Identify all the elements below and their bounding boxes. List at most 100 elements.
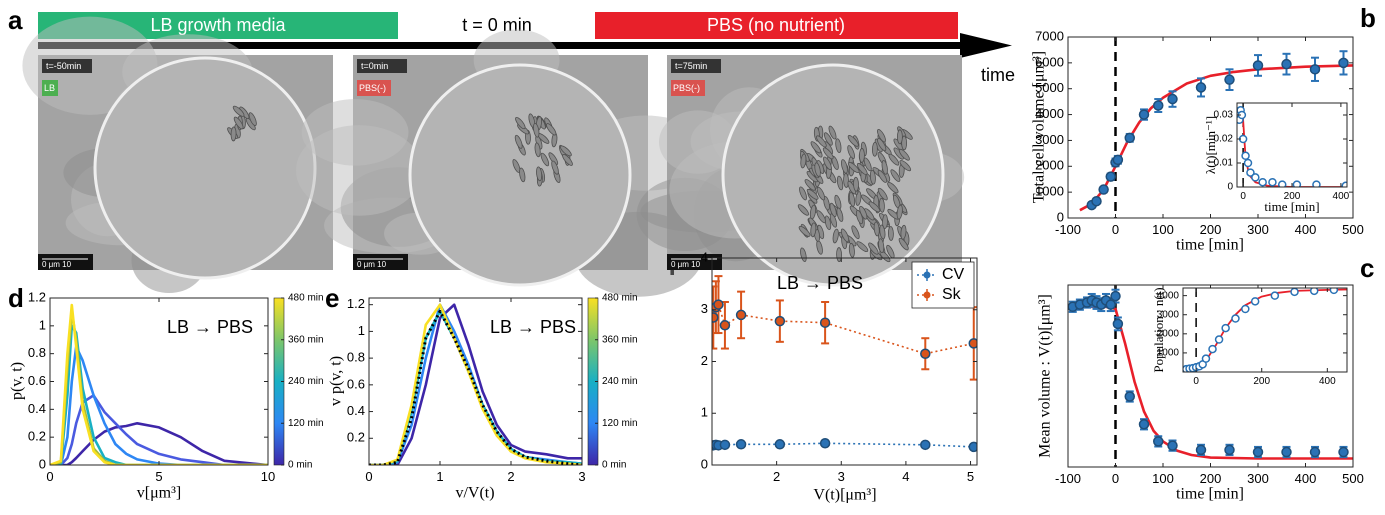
colorbar-tick-label: 480 min xyxy=(288,293,324,304)
cell xyxy=(877,129,886,143)
y-tick-label: 4 xyxy=(701,249,708,264)
time-arrow-head xyxy=(960,33,1012,58)
micrograph: t=-50min LB 0 μm 10 xyxy=(22,16,333,294)
medium-box xyxy=(357,80,391,96)
data-point xyxy=(774,315,786,327)
data-point xyxy=(1201,354,1211,363)
x-tick-label: 300 xyxy=(1247,471,1269,486)
x-tick-label: 0 xyxy=(46,469,53,484)
scale-box xyxy=(353,254,408,270)
panel-label: c xyxy=(1360,253,1374,283)
data-point xyxy=(1214,335,1224,344)
cell xyxy=(873,221,880,237)
x-tick-label: 400 xyxy=(1295,222,1317,237)
data-point xyxy=(1281,58,1292,70)
legend-marker xyxy=(923,291,931,299)
x-tick-label: 100 xyxy=(1152,222,1174,237)
y-tick-label: 7000 xyxy=(1035,28,1064,43)
cell xyxy=(836,175,844,191)
series-line xyxy=(1068,305,1353,460)
data-point xyxy=(819,438,831,449)
data-point xyxy=(1124,391,1135,402)
x-tick-label: 100 xyxy=(1152,471,1174,486)
data-point xyxy=(1138,109,1150,120)
axes-frame xyxy=(1236,102,1348,188)
x-tick-label: -100 xyxy=(1055,222,1081,237)
y-tick-label: 0.02 xyxy=(1214,134,1234,145)
cell xyxy=(836,207,844,222)
cell xyxy=(863,157,872,172)
y-axis-label: λ(t)[min⁻¹] xyxy=(1203,116,1218,174)
data-point xyxy=(735,439,747,450)
cell xyxy=(871,141,878,157)
axes-frame xyxy=(1067,284,1354,468)
x-axis-label: time [min] xyxy=(1264,199,1319,214)
series-line xyxy=(712,303,974,355)
data-point xyxy=(1208,344,1217,354)
data-point xyxy=(1309,64,1321,75)
cell xyxy=(798,225,811,237)
y-tick-label: 3000 xyxy=(1035,132,1064,147)
chart: 0 5 10 0 0.2 0.4 0.6 0.8 1 1.2 v[μm³] p(v, t) LB → P… xyxy=(9,289,324,501)
colorbar-tick-label: 240 min xyxy=(602,376,638,387)
x-tick-label: 4 xyxy=(902,469,909,484)
data-point xyxy=(1167,440,1178,451)
legend-box xyxy=(911,261,975,309)
x-tick-label: 1 xyxy=(436,469,443,484)
cell xyxy=(890,169,901,182)
data-point xyxy=(1250,297,1260,306)
cell xyxy=(534,142,541,158)
axes-frame xyxy=(1067,36,1354,219)
x-tick-label: 10 xyxy=(261,469,275,484)
data-point xyxy=(819,317,831,328)
y-axis-label: v p(v, t) xyxy=(328,356,345,406)
x-tick-label: 200 xyxy=(1284,191,1301,202)
y-tick-label: 0 xyxy=(39,456,46,471)
annotation: LB → PBS xyxy=(167,317,253,337)
y-tick-label: 1 xyxy=(701,405,708,420)
plot-area xyxy=(712,275,977,453)
y-tick-label: 0 xyxy=(1057,209,1064,224)
cell xyxy=(847,162,860,173)
cell xyxy=(823,156,832,171)
cell xyxy=(806,188,819,200)
data-point xyxy=(1241,151,1250,161)
cell xyxy=(810,141,822,154)
x-tick-label: 5 xyxy=(155,469,162,484)
cell xyxy=(848,192,856,207)
data-point xyxy=(1312,180,1321,187)
plot-area xyxy=(1183,288,1347,372)
x-tick-label: 0 xyxy=(365,469,372,484)
y-tick-label: 2000 xyxy=(1035,158,1064,173)
colorbar-tick-label: 0 min xyxy=(288,460,312,471)
y-tick-label: 0.8 xyxy=(347,350,365,365)
cell xyxy=(898,148,910,161)
data-point xyxy=(735,309,747,321)
chart: 0 200 400 0 0.01 0.02 0.03 time [min] λ(t)[min⁻¹… xyxy=(1203,102,1350,214)
x-tick-label: 5 xyxy=(967,469,974,484)
x-tick-label: 3 xyxy=(578,469,585,484)
colorbar-tick-label: 120 min xyxy=(288,418,324,429)
y-tick-label: 0.6 xyxy=(28,373,46,388)
cell xyxy=(816,186,826,201)
y-tick-label: 1 xyxy=(358,323,365,338)
cell xyxy=(515,116,526,130)
cell xyxy=(533,122,540,138)
data-point xyxy=(712,312,719,323)
cell xyxy=(560,145,572,157)
data-point xyxy=(719,439,731,451)
cell xyxy=(548,152,559,166)
series-line xyxy=(50,345,268,465)
cell xyxy=(878,238,885,254)
data-point xyxy=(1224,444,1235,456)
cell xyxy=(856,241,869,252)
colorbar-tick-label: 360 min xyxy=(288,334,324,345)
time-label: time xyxy=(981,65,1015,85)
data-point xyxy=(1105,299,1116,310)
medium-label: PBS(-) xyxy=(673,83,700,93)
series-line xyxy=(713,442,974,448)
y-tick-label: 5000 xyxy=(1035,80,1064,95)
phase1-label: LB growth media xyxy=(150,15,286,35)
cell xyxy=(562,153,573,166)
